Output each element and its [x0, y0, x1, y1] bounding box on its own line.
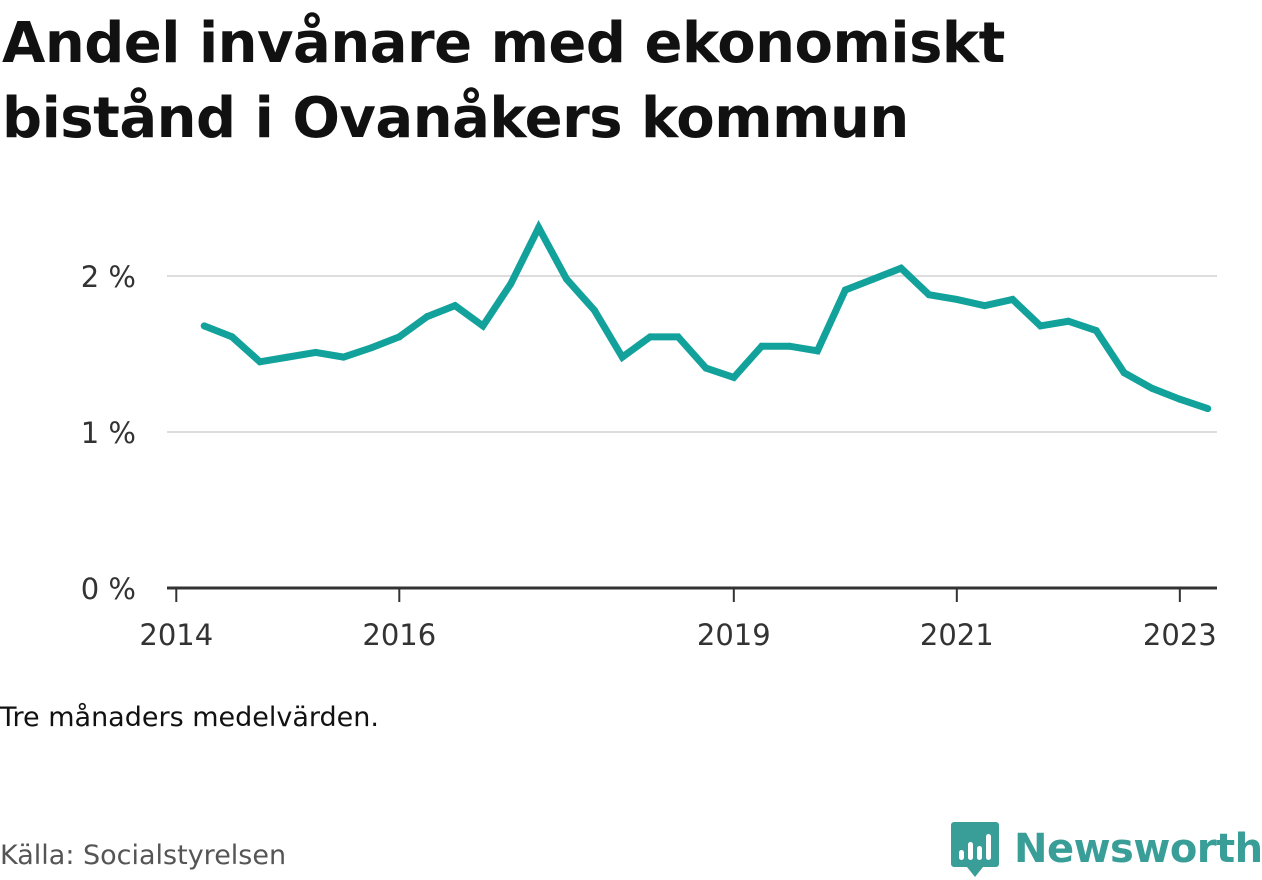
- chart-title: Andel invånare med ekonomiskt bistånd i …: [2, 11, 1005, 151]
- data-point: [1064, 317, 1072, 325]
- data-point: [451, 302, 459, 310]
- data-point: [674, 333, 682, 341]
- brand-name: Newsworthy: [1014, 826, 1262, 872]
- x-tick-label: 2016: [362, 618, 436, 652]
- data-point: [925, 291, 933, 299]
- gridlines: [167, 275, 1217, 433]
- data-point: [1009, 295, 1017, 303]
- data-point: [758, 342, 766, 350]
- data-point: [395, 333, 403, 341]
- line-chart: 0 % 1 % 2 % 2014 2016 2019 2021 2023: [81, 220, 1217, 652]
- data-point: [1176, 395, 1184, 403]
- x-axis: [167, 586, 1217, 602]
- data-point: [535, 224, 543, 232]
- y-tick-label: 2 %: [81, 260, 136, 294]
- data-point: [953, 295, 961, 303]
- x-tick-label: 2014: [139, 618, 213, 652]
- data-point: [1120, 369, 1128, 377]
- data-point: [367, 344, 375, 352]
- data-point: [340, 353, 348, 361]
- data-point: [841, 286, 849, 294]
- data-point: [507, 280, 515, 288]
- data-point: [869, 275, 877, 283]
- series-line: [202, 220, 1209, 412]
- data-point: [284, 353, 292, 361]
- chart-note: Tre månaders medelvärden.: [0, 702, 379, 733]
- y-tick-label: 0 %: [81, 572, 136, 606]
- data-point: [312, 348, 320, 356]
- data-point: [256, 358, 264, 366]
- x-tick-label: 2019: [697, 618, 771, 652]
- data-point: [200, 322, 208, 330]
- data-point: [479, 322, 487, 330]
- data-point: [730, 373, 738, 381]
- newsworthy-logo-icon: [951, 822, 999, 877]
- data-point: [1148, 384, 1156, 392]
- y-axis-labels: 0 % 1 % 2 %: [81, 260, 136, 606]
- x-tick-label: 2023: [1143, 618, 1217, 652]
- data-point: [618, 353, 626, 361]
- data-point: [228, 333, 236, 341]
- series-layer: [200, 220, 1212, 413]
- x-axis-labels: 2014 2016 2019 2021 2023: [139, 618, 1216, 652]
- data-point: [590, 306, 598, 314]
- data-point: [1036, 322, 1044, 330]
- newsworthy-logo: Newsworthy: [950, 818, 1262, 880]
- source-label: Källa: Socialstyrelsen: [0, 840, 287, 871]
- data-point: [1092, 327, 1100, 335]
- data-point: [1204, 405, 1212, 413]
- data-point: [702, 364, 710, 372]
- data-point: [423, 313, 431, 321]
- data-point: [563, 275, 571, 283]
- x-tick-label: 2021: [920, 618, 994, 652]
- data-point: [897, 264, 905, 272]
- data-point: [646, 333, 654, 341]
- y-tick-label: 1 %: [81, 416, 136, 450]
- data-point: [981, 302, 989, 310]
- data-point: [813, 347, 821, 355]
- data-point: [786, 342, 794, 350]
